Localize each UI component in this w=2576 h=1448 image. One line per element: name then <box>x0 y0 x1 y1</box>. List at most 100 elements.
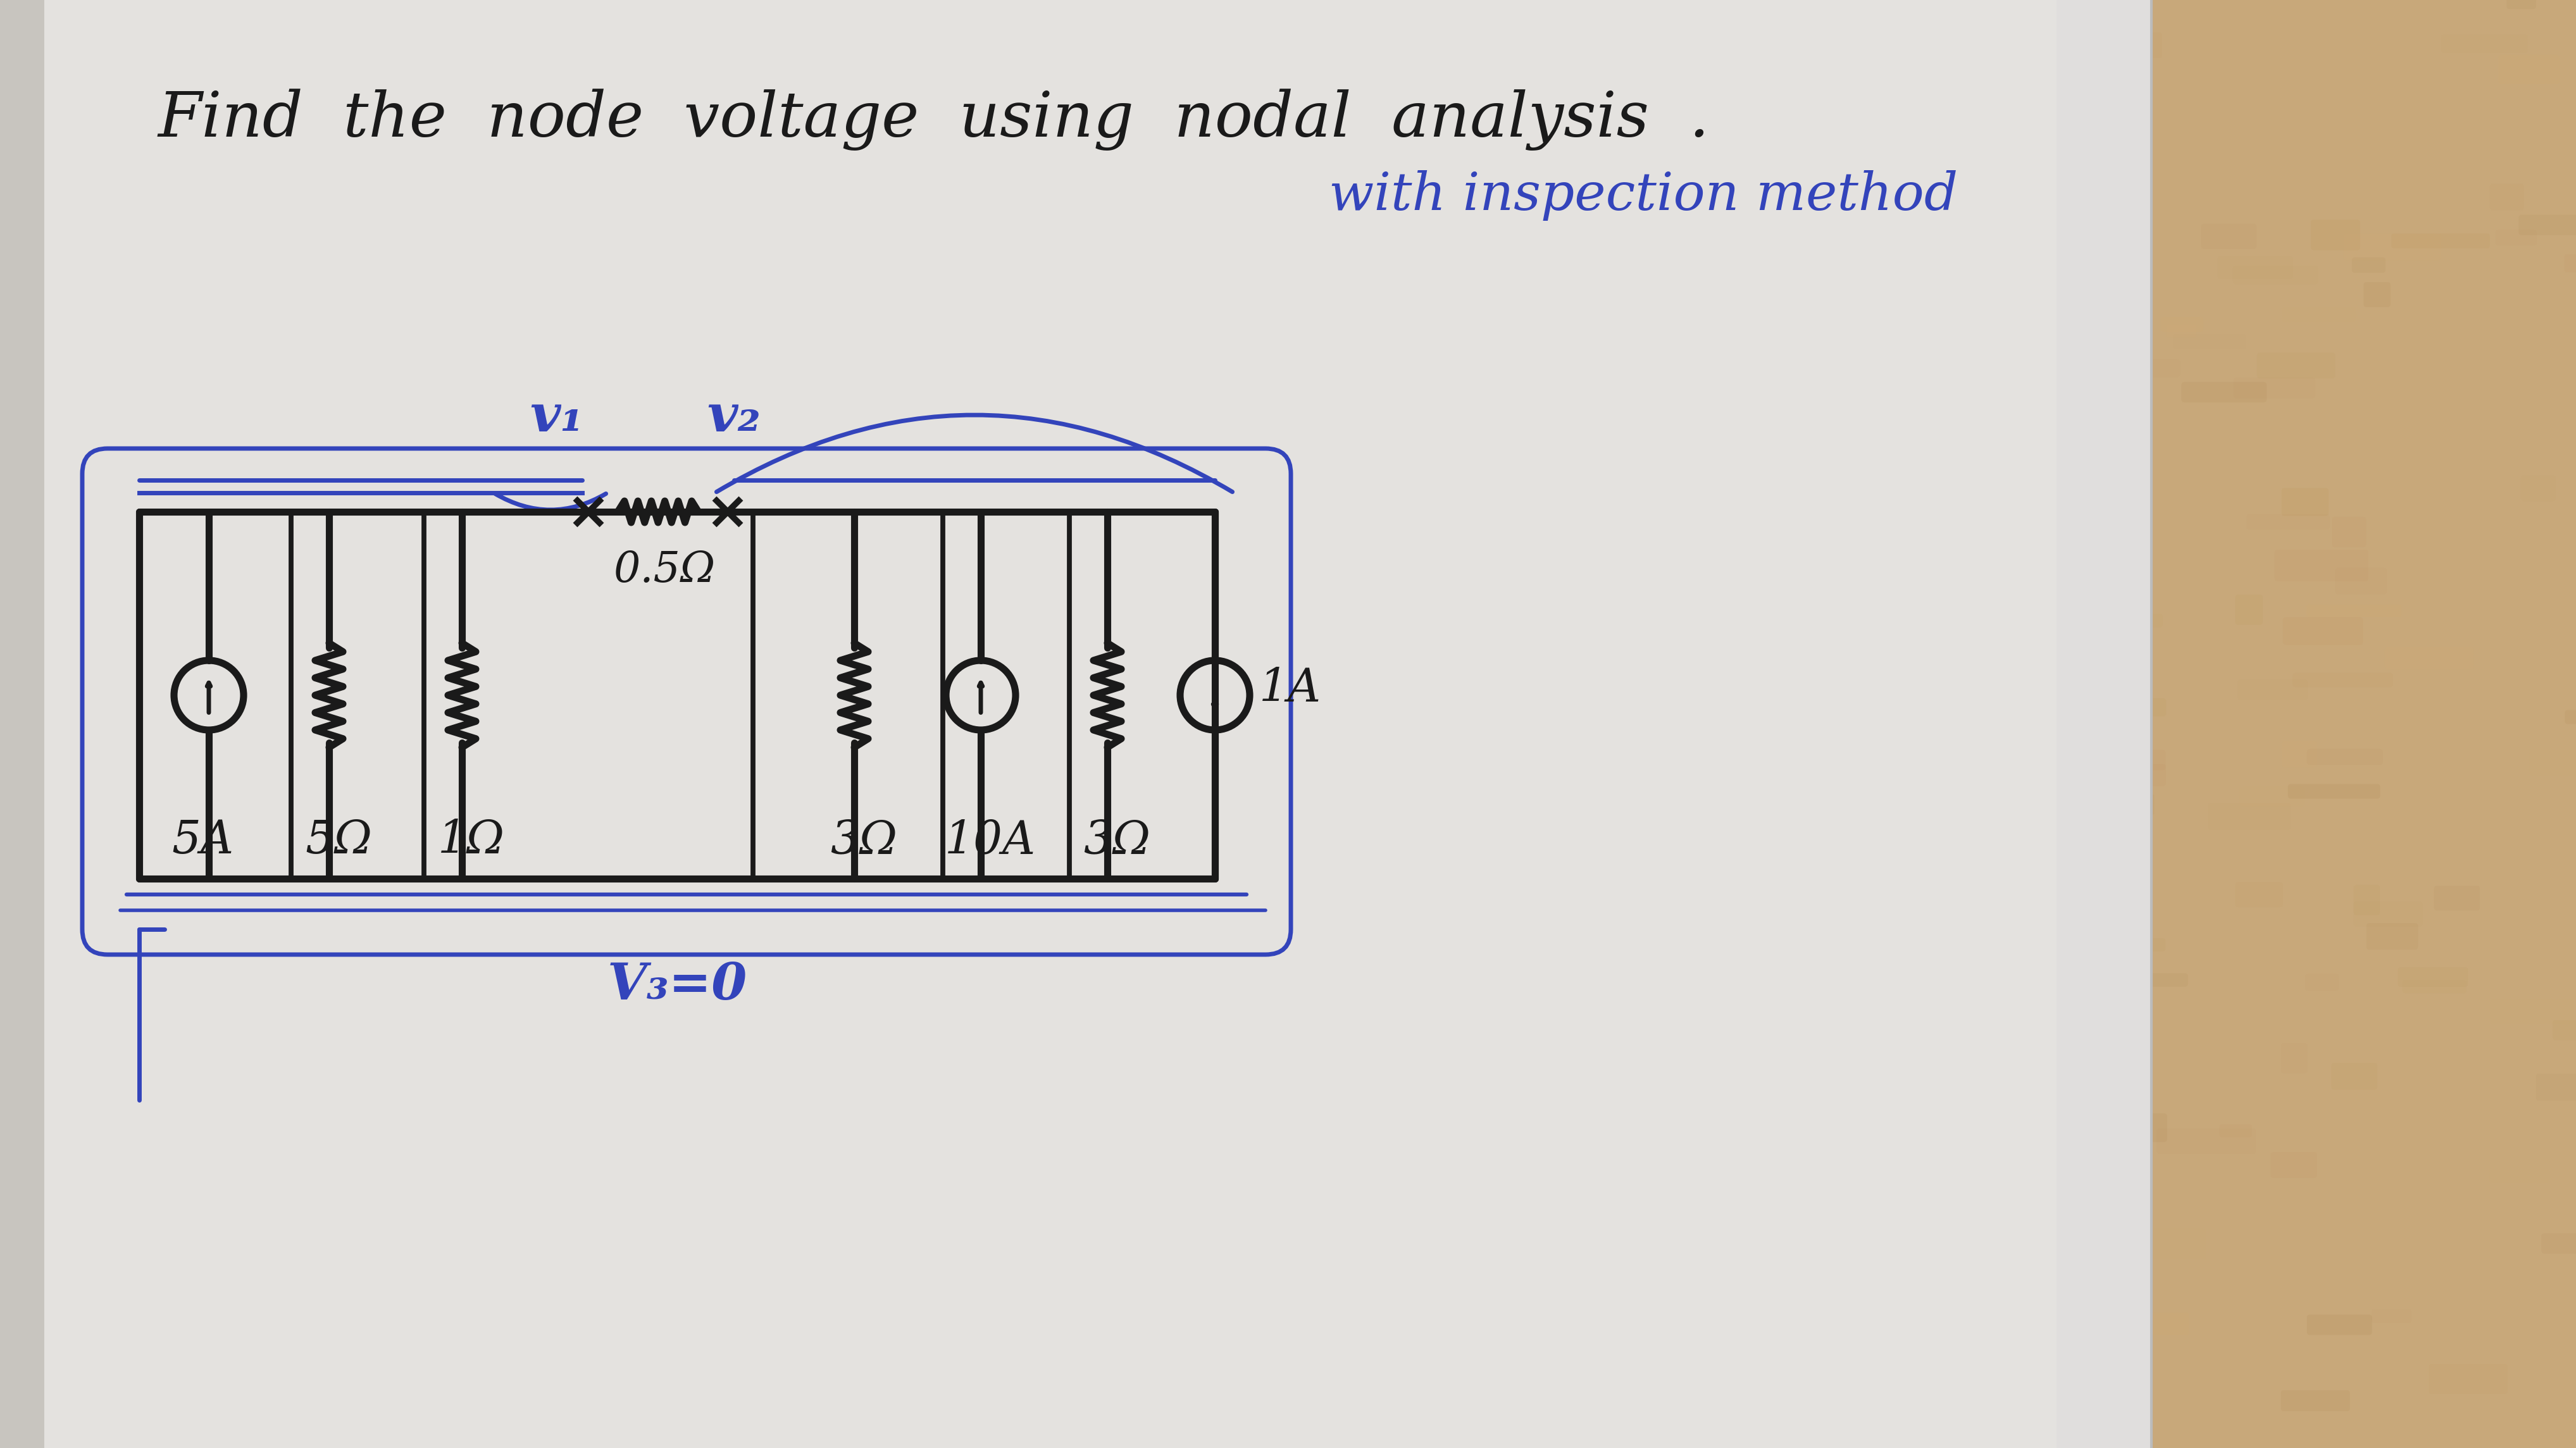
FancyBboxPatch shape <box>690 654 770 670</box>
Bar <box>0 0 44 1448</box>
FancyBboxPatch shape <box>106 30 191 49</box>
FancyBboxPatch shape <box>2311 220 2360 251</box>
Text: 0.5Ω: 0.5Ω <box>613 550 716 591</box>
FancyBboxPatch shape <box>1865 1156 1917 1174</box>
FancyBboxPatch shape <box>1865 717 1958 747</box>
FancyBboxPatch shape <box>118 1196 198 1211</box>
FancyBboxPatch shape <box>57 1197 98 1228</box>
FancyBboxPatch shape <box>459 343 544 359</box>
FancyBboxPatch shape <box>26 122 57 140</box>
FancyBboxPatch shape <box>2372 1309 2411 1323</box>
FancyBboxPatch shape <box>268 1380 332 1400</box>
FancyBboxPatch shape <box>1927 1387 2020 1407</box>
FancyBboxPatch shape <box>1239 723 1273 737</box>
FancyBboxPatch shape <box>1036 1115 1092 1132</box>
FancyBboxPatch shape <box>88 340 129 371</box>
FancyBboxPatch shape <box>64 1399 152 1416</box>
FancyBboxPatch shape <box>276 1387 348 1406</box>
FancyBboxPatch shape <box>634 1203 724 1221</box>
FancyBboxPatch shape <box>2107 1070 2130 1086</box>
FancyBboxPatch shape <box>2007 1032 2094 1053</box>
FancyBboxPatch shape <box>216 3 268 23</box>
FancyBboxPatch shape <box>1504 180 1546 194</box>
FancyBboxPatch shape <box>2112 765 2166 786</box>
FancyBboxPatch shape <box>314 1092 343 1116</box>
FancyBboxPatch shape <box>2535 1073 2576 1100</box>
FancyBboxPatch shape <box>667 673 729 705</box>
FancyBboxPatch shape <box>3 1258 64 1281</box>
FancyBboxPatch shape <box>1484 353 1571 382</box>
FancyBboxPatch shape <box>2117 666 2151 695</box>
FancyBboxPatch shape <box>1850 1089 1950 1121</box>
FancyBboxPatch shape <box>1994 32 2035 55</box>
FancyBboxPatch shape <box>1502 129 1530 146</box>
FancyBboxPatch shape <box>1358 788 1445 820</box>
FancyBboxPatch shape <box>1288 851 1355 876</box>
FancyBboxPatch shape <box>1038 1339 1082 1357</box>
FancyBboxPatch shape <box>361 258 392 290</box>
FancyBboxPatch shape <box>2182 382 2267 403</box>
FancyBboxPatch shape <box>1041 597 1123 624</box>
FancyBboxPatch shape <box>1862 1400 1914 1428</box>
FancyBboxPatch shape <box>636 1229 696 1257</box>
FancyBboxPatch shape <box>1324 88 1388 120</box>
FancyBboxPatch shape <box>1919 586 2017 607</box>
FancyBboxPatch shape <box>1873 311 1947 327</box>
FancyBboxPatch shape <box>1486 1040 1517 1054</box>
FancyBboxPatch shape <box>698 1410 793 1425</box>
FancyBboxPatch shape <box>2066 1016 2105 1043</box>
FancyBboxPatch shape <box>2236 882 2282 908</box>
FancyBboxPatch shape <box>80 1022 137 1045</box>
FancyBboxPatch shape <box>1051 634 1110 652</box>
FancyBboxPatch shape <box>1236 717 1319 731</box>
FancyBboxPatch shape <box>2269 1153 2316 1177</box>
FancyBboxPatch shape <box>703 1127 757 1141</box>
FancyBboxPatch shape <box>2099 794 2154 815</box>
FancyBboxPatch shape <box>170 269 214 292</box>
FancyBboxPatch shape <box>603 515 698 533</box>
FancyBboxPatch shape <box>582 814 629 838</box>
FancyBboxPatch shape <box>1989 1241 2089 1261</box>
FancyBboxPatch shape <box>77 211 137 232</box>
FancyBboxPatch shape <box>621 0 657 23</box>
FancyBboxPatch shape <box>559 61 644 75</box>
FancyBboxPatch shape <box>2069 644 2143 672</box>
FancyBboxPatch shape <box>744 1190 840 1218</box>
FancyBboxPatch shape <box>2076 32 2161 58</box>
FancyBboxPatch shape <box>2306 604 2401 617</box>
FancyBboxPatch shape <box>1692 0 1721 4</box>
FancyBboxPatch shape <box>2344 233 2442 261</box>
FancyBboxPatch shape <box>2056 421 2102 445</box>
FancyBboxPatch shape <box>868 87 909 107</box>
FancyBboxPatch shape <box>332 340 358 353</box>
FancyBboxPatch shape <box>1935 1306 1984 1321</box>
FancyBboxPatch shape <box>2398 967 2468 988</box>
FancyBboxPatch shape <box>546 1234 572 1254</box>
FancyBboxPatch shape <box>118 1040 144 1063</box>
FancyBboxPatch shape <box>1636 292 1669 314</box>
FancyBboxPatch shape <box>255 770 304 786</box>
FancyBboxPatch shape <box>2233 378 2316 398</box>
FancyBboxPatch shape <box>1450 873 1502 902</box>
FancyBboxPatch shape <box>1824 1279 1891 1296</box>
FancyBboxPatch shape <box>2241 786 2306 807</box>
FancyBboxPatch shape <box>1216 1180 1275 1200</box>
FancyBboxPatch shape <box>31 1028 59 1041</box>
FancyBboxPatch shape <box>1288 269 1363 295</box>
FancyBboxPatch shape <box>1236 1371 1273 1392</box>
FancyBboxPatch shape <box>1904 52 1945 75</box>
FancyBboxPatch shape <box>1386 975 1458 1001</box>
FancyBboxPatch shape <box>945 825 1033 851</box>
Text: v₁: v₁ <box>531 391 585 442</box>
FancyBboxPatch shape <box>1151 382 1244 405</box>
FancyBboxPatch shape <box>760 94 793 122</box>
FancyBboxPatch shape <box>170 413 237 426</box>
FancyBboxPatch shape <box>814 1176 881 1206</box>
FancyBboxPatch shape <box>82 925 155 951</box>
FancyBboxPatch shape <box>1427 670 1471 685</box>
FancyBboxPatch shape <box>0 0 2056 1448</box>
FancyBboxPatch shape <box>2020 132 2117 159</box>
FancyBboxPatch shape <box>1185 500 1262 529</box>
FancyBboxPatch shape <box>1798 1219 1834 1251</box>
FancyBboxPatch shape <box>1700 22 1754 35</box>
